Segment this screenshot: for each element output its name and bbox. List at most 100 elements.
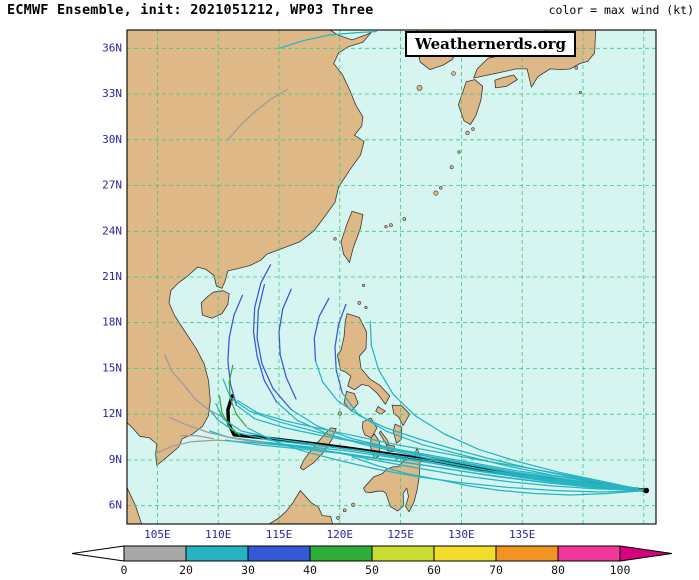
member-track — [278, 288, 297, 400]
island — [574, 66, 579, 70]
landmass — [340, 210, 364, 263]
colorbar-segment — [247, 545, 311, 562]
island — [342, 508, 347, 513]
island — [439, 186, 443, 190]
colorbar-segment — [371, 545, 435, 562]
x-tick-label: 105E — [144, 528, 171, 541]
island — [364, 305, 368, 309]
colorbar-segment — [495, 545, 559, 562]
y-tick-label: 33N — [102, 87, 122, 100]
island — [402, 217, 407, 221]
genesis-point — [643, 487, 650, 494]
watermark-box: Weathernerds.org — [405, 31, 576, 57]
colorbar-label: 0 — [121, 563, 128, 576]
island — [433, 190, 439, 196]
member-track — [228, 364, 247, 428]
member-track — [351, 456, 647, 496]
x-tick-label: 120E — [327, 528, 354, 541]
member-track — [263, 442, 647, 492]
colorbar-label: 70 — [489, 563, 503, 576]
colorbar-segment — [557, 545, 621, 562]
member-track — [154, 439, 244, 455]
member-track — [369, 320, 647, 492]
y-tick-label: 36N — [102, 41, 122, 54]
landmass — [343, 390, 359, 412]
colorbar-label: 20 — [179, 563, 193, 576]
x-tick-label: 110E — [205, 528, 232, 541]
landmass — [363, 447, 421, 513]
member-track — [179, 434, 214, 440]
y-tick-label: 12N — [102, 407, 122, 420]
landmass — [200, 290, 230, 319]
member-track — [227, 294, 244, 406]
y-tick-label: 30N — [102, 133, 122, 146]
x-tick-label: 130E — [448, 528, 475, 541]
island — [333, 237, 337, 241]
member-track — [314, 360, 647, 492]
colorbar-segment — [123, 545, 187, 562]
landmass — [268, 490, 333, 524]
island — [351, 502, 356, 508]
member-track — [215, 402, 647, 492]
island — [384, 225, 388, 229]
y-tick-label: 6N — [109, 499, 122, 512]
colorbar-segment — [433, 545, 497, 562]
colorbar-label: 80 — [551, 563, 565, 576]
colorbar-segment — [309, 545, 373, 562]
landmass — [127, 30, 372, 466]
y-tick-label: 21N — [102, 270, 122, 283]
x-tick-label: 115E — [266, 528, 293, 541]
island — [578, 91, 582, 95]
member-track — [164, 354, 224, 418]
y-tick-label: 24N — [102, 224, 122, 237]
landmass — [494, 74, 518, 89]
island — [337, 411, 342, 416]
member-track — [278, 30, 377, 49]
island — [471, 127, 475, 131]
member-track — [235, 404, 647, 492]
member-track — [237, 399, 647, 492]
landmass — [336, 313, 391, 405]
member-track — [256, 283, 292, 411]
titlebar: ECMWF Ensemble, init: 2021051212, WP03 T… — [7, 2, 694, 18]
y-tick-label: 15N — [102, 362, 122, 375]
y-tick-label: 9N — [109, 453, 122, 466]
member-track — [168, 416, 266, 444]
color-legend-note: color = max wind (kt) — [548, 3, 694, 17]
colorbar-label: 50 — [365, 563, 379, 576]
member-track — [209, 430, 647, 492]
member-track — [290, 408, 647, 492]
x-tick-label: 135E — [509, 528, 536, 541]
member-track — [227, 88, 289, 141]
colorbar-label: 100 — [610, 563, 631, 576]
member-track — [334, 303, 347, 394]
island — [451, 71, 456, 76]
map-frame — [126, 29, 657, 525]
member-track — [313, 297, 330, 362]
island — [449, 165, 454, 170]
colorbar-segment — [185, 545, 249, 562]
island — [361, 283, 365, 287]
colorbar-label: 60 — [427, 563, 441, 576]
island — [457, 150, 461, 154]
island — [465, 130, 470, 135]
colorbar-left-arrow — [71, 545, 125, 562]
landmass — [457, 79, 484, 125]
member-track — [218, 395, 241, 437]
x-tick-label: 125E — [387, 528, 414, 541]
member-track — [252, 264, 278, 403]
y-tick-label: 18N — [102, 316, 122, 329]
island — [357, 301, 362, 305]
colorbar-label: 40 — [303, 563, 317, 576]
island — [388, 223, 393, 228]
colorbar-right-arrow — [619, 545, 673, 562]
watermark-text: Weathernerds.org — [414, 35, 567, 53]
island — [416, 85, 423, 91]
member-track — [224, 439, 647, 492]
colorbar-label: 30 — [241, 563, 255, 576]
member-track — [246, 427, 647, 493]
y-tick-label: 27N — [102, 179, 122, 192]
island — [336, 516, 340, 520]
